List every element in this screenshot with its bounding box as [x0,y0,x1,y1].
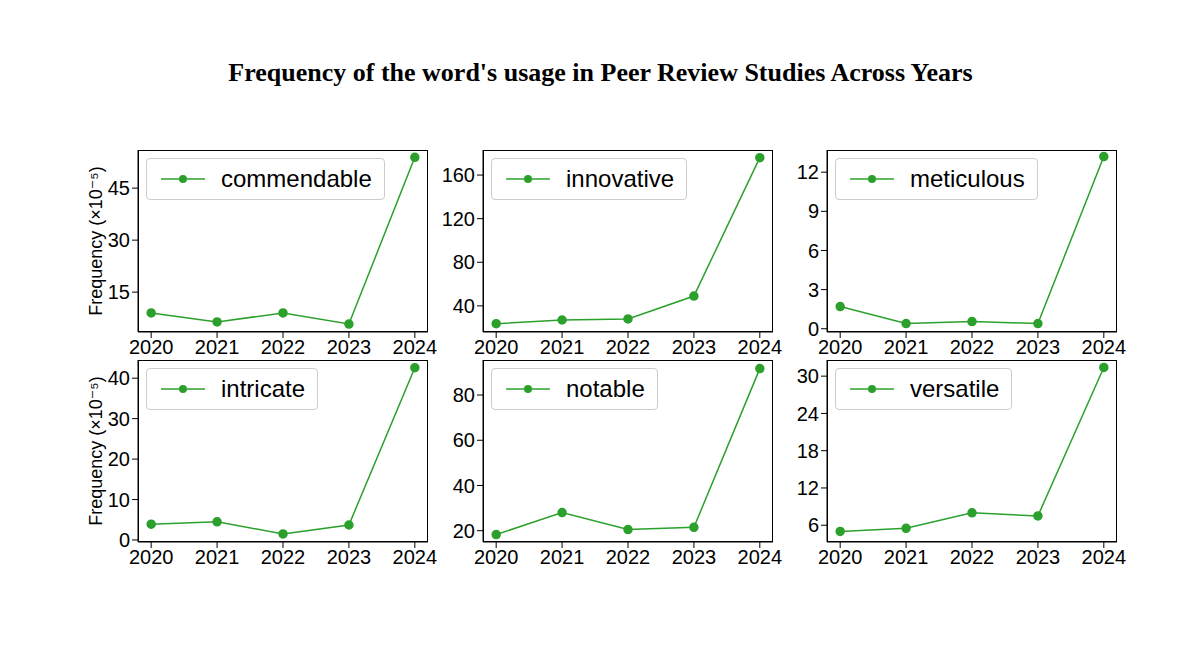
svg-text:2022: 2022 [261,546,306,568]
html-text:notable: notable [566,375,645,402]
svg-text:80: 80 [453,384,475,406]
svg-text:2021: 2021 [195,546,240,568]
svg-text:2023: 2023 [1016,546,1061,568]
svg-text:0: 0 [808,318,819,340]
svg-text:160: 160 [442,164,475,186]
svg-text:6: 6 [808,240,819,262]
svg-text:120: 120 [442,208,475,230]
svg-text:2020: 2020 [474,336,519,358]
svg-text:40: 40 [453,475,475,497]
svg-text:2020: 2020 [129,336,174,358]
svg-text:Frequency (×10⁻⁵): Frequency (×10⁻⁵) [86,166,106,316]
svg-text:Frequency (×10⁻⁵): Frequency (×10⁻⁵) [86,376,106,526]
svg-text:2022: 2022 [261,336,306,358]
html-text:innovative: innovative [566,165,675,192]
svg-text:2023: 2023 [327,546,372,568]
svg-text:2024: 2024 [738,546,783,568]
svg-text:12: 12 [797,477,819,499]
svg-text:2023: 2023 [327,336,372,358]
svg-text:30: 30 [797,365,819,387]
svg-text:20: 20 [108,448,130,470]
svg-text:2024: 2024 [393,336,438,358]
html-text:meticulous: meticulous [910,165,1025,192]
html-text:Frequency of the word's usage: Frequency of the word's usage in Peer Re… [228,58,973,87]
svg-text:80: 80 [453,251,475,273]
svg-text:2021: 2021 [540,336,585,358]
svg-text:20: 20 [453,520,475,542]
svg-text:2021: 2021 [884,336,929,358]
svg-text:2024: 2024 [1082,546,1127,568]
svg-text:15: 15 [108,281,130,303]
svg-text:2020: 2020 [818,336,863,358]
svg-text:2020: 2020 [818,546,863,568]
html-text:intricate: intricate [221,375,305,402]
svg-text:2022: 2022 [606,546,651,568]
svg-text:2021: 2021 [540,546,585,568]
svg-text:2023: 2023 [1016,336,1061,358]
svg-text:18: 18 [797,440,819,462]
svg-text:2022: 2022 [606,336,651,358]
svg-text:2020: 2020 [129,546,174,568]
svg-text:24: 24 [797,403,819,425]
svg-text:30: 30 [108,229,130,251]
html-text:commendable: commendable [221,165,372,192]
svg-text:45: 45 [108,177,130,199]
svg-text:2023: 2023 [672,546,717,568]
html-text:versatile: versatile [910,375,1000,402]
svg-text:30: 30 [108,408,130,430]
svg-text:2023: 2023 [672,336,717,358]
svg-text:2020: 2020 [474,546,519,568]
svg-text:10: 10 [108,489,130,511]
svg-text:0: 0 [119,529,130,551]
svg-text:2024: 2024 [393,546,438,568]
svg-text:2024: 2024 [738,336,783,358]
svg-text:2022: 2022 [950,546,995,568]
svg-text:2021: 2021 [884,546,929,568]
svg-text:2022: 2022 [950,336,995,358]
svg-text:40: 40 [108,367,130,389]
svg-text:3: 3 [808,279,819,301]
svg-text:12: 12 [797,161,819,183]
svg-text:40: 40 [453,295,475,317]
svg-text:9: 9 [808,200,819,222]
svg-text:2021: 2021 [195,336,240,358]
svg-text:60: 60 [453,429,475,451]
svg-text:2024: 2024 [1082,336,1127,358]
svg-text:6: 6 [808,514,819,536]
